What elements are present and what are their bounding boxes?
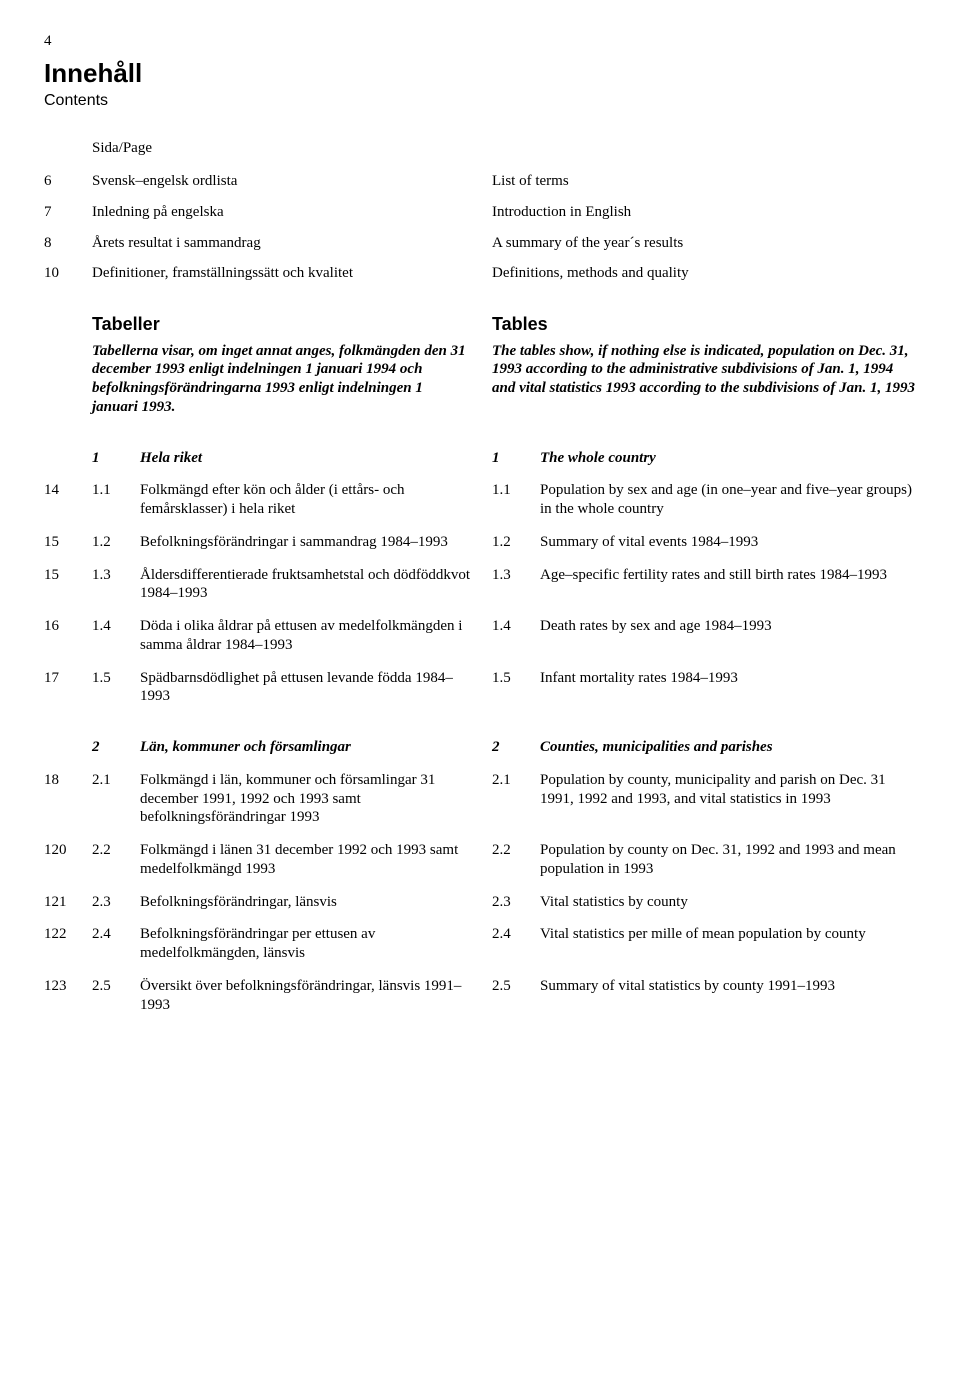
item-num-en: 1.5 <box>492 669 540 688</box>
item-num-en: 2.1 <box>492 771 540 790</box>
item-num-en: 1.1 <box>492 481 540 500</box>
item-num-en: 2.4 <box>492 925 540 944</box>
section-num-en: 2 <box>492 738 540 757</box>
section-2-items: 18 2.1 Folkmängd i län, kommuner och för… <box>44 771 916 1015</box>
item-num: 1.2 <box>92 533 140 552</box>
section-num-sv: 2 <box>92 738 140 757</box>
entry-en: Definitions, methods and quality <box>492 264 916 283</box>
item-sv: Översikt över befolkningsförändringar, l… <box>140 977 492 1015</box>
item-page: 18 <box>44 771 92 790</box>
tables-heading-en: Tables <box>492 313 916 336</box>
item-num-en: 2.3 <box>492 893 540 912</box>
item-en: Vital statistics by county <box>540 893 916 912</box>
entry-sv: Årets resultat i sammandrag <box>92 234 492 253</box>
entry-page: 7 <box>44 203 92 222</box>
item-num: 2.2 <box>92 841 140 860</box>
item-en: Infant mortality rates 1984–1993 <box>540 669 916 688</box>
item-sv: Befolkningsförändringar per ettusen av m… <box>140 925 492 963</box>
entry-page: 6 <box>44 172 92 191</box>
item-num-en: 2.5 <box>492 977 540 996</box>
item-sv: Folkmängd efter kön och ålder (i ettårs-… <box>140 481 492 519</box>
item-num-en: 1.4 <box>492 617 540 636</box>
section-title-en: The whole country <box>540 449 916 468</box>
item-num: 1.3 <box>92 566 140 585</box>
item-page: 121 <box>44 893 92 912</box>
section-2-heading: 2 Län, kommuner och församlingar 2 Count… <box>44 738 916 757</box>
entry-page: 8 <box>44 234 92 253</box>
page-subtitle: Contents <box>44 91 916 111</box>
item-num: 2.5 <box>92 977 140 996</box>
item-page: 15 <box>44 533 92 552</box>
item-sv: Spädbarnsdödlighet på ettusen levande fö… <box>140 669 492 707</box>
sida-page-label: Sida/Page <box>92 139 492 158</box>
item-en: Summary of vital statistics by county 19… <box>540 977 916 996</box>
page-number: 4 <box>44 32 916 51</box>
section-num-en: 1 <box>492 449 540 468</box>
item-page: 17 <box>44 669 92 688</box>
entry-sv: Definitioner, framställningssätt och kva… <box>92 264 492 283</box>
item-en: Population by county, municipality and p… <box>540 771 916 809</box>
item-page: 15 <box>44 566 92 585</box>
item-num: 2.4 <box>92 925 140 944</box>
tables-heading-sv: Tabeller <box>92 313 472 336</box>
item-en: Population by county on Dec. 31, 1992 an… <box>540 841 916 879</box>
item-en: Population by sex and age (in one–year a… <box>540 481 916 519</box>
entry-en: Introduction in English <box>492 203 916 222</box>
entry-sv: Inledning på engelska <box>92 203 492 222</box>
tables-note-row: Tabeller Tabellerna visar, om inget anna… <box>44 313 916 417</box>
item-page: 120 <box>44 841 92 860</box>
item-num: 1.1 <box>92 481 140 500</box>
item-sv: Befolkningsförändringar, länsvis <box>140 893 492 912</box>
item-sv: Folkmängd i län, kommuner och församling… <box>140 771 492 827</box>
item-num: 1.4 <box>92 617 140 636</box>
item-sv: Befolkningsförändringar i sammandrag 198… <box>140 533 492 552</box>
item-num: 2.3 <box>92 893 140 912</box>
item-page: 14 <box>44 481 92 500</box>
item-sv: Döda i olika åldrar på ettusen av medelf… <box>140 617 492 655</box>
item-page: 122 <box>44 925 92 944</box>
item-num-en: 1.3 <box>492 566 540 585</box>
entry-page: 10 <box>44 264 92 283</box>
item-en: Summary of vital events 1984–1993 <box>540 533 916 552</box>
section-num-sv: 1 <box>92 449 140 468</box>
item-en: Death rates by sex and age 1984–1993 <box>540 617 916 636</box>
item-page: 123 <box>44 977 92 996</box>
section-title-en: Counties, municipalities and parishes <box>540 738 916 757</box>
item-num-en: 1.2 <box>492 533 540 552</box>
item-sv: Folkmängd i länen 31 december 1992 och 1… <box>140 841 492 879</box>
section-1-heading: 1 Hela riket 1 The whole country <box>44 449 916 468</box>
entry-en: List of terms <box>492 172 916 191</box>
tables-note-sv: Tabellerna visar, om inget annat anges, … <box>92 342 472 417</box>
section-title-sv: Län, kommuner och församlingar <box>140 738 492 757</box>
page-title: Innehåll <box>44 57 916 90</box>
section-1-items: 14 1.1 Folkmängd efter kön och ålder (i … <box>44 481 916 706</box>
item-num-en: 2.2 <box>492 841 540 860</box>
item-num: 2.1 <box>92 771 140 790</box>
section-title-sv: Hela riket <box>140 449 492 468</box>
tables-note-en: The tables show, if nothing else is indi… <box>492 342 916 398</box>
item-page: 16 <box>44 617 92 636</box>
entry-en: A summary of the year´s results <box>492 234 916 253</box>
entry-sv: Svensk–engelsk ordlista <box>92 172 492 191</box>
item-sv: Åldersdifferentierade fruktsamhetstal oc… <box>140 566 492 604</box>
item-num: 1.5 <box>92 669 140 688</box>
top-entries: 6 Svensk–engelsk ordlista List of terms … <box>44 172 916 283</box>
item-en: Age–specific fertility rates and still b… <box>540 566 916 585</box>
item-en: Vital statistics per mille of mean popul… <box>540 925 916 944</box>
